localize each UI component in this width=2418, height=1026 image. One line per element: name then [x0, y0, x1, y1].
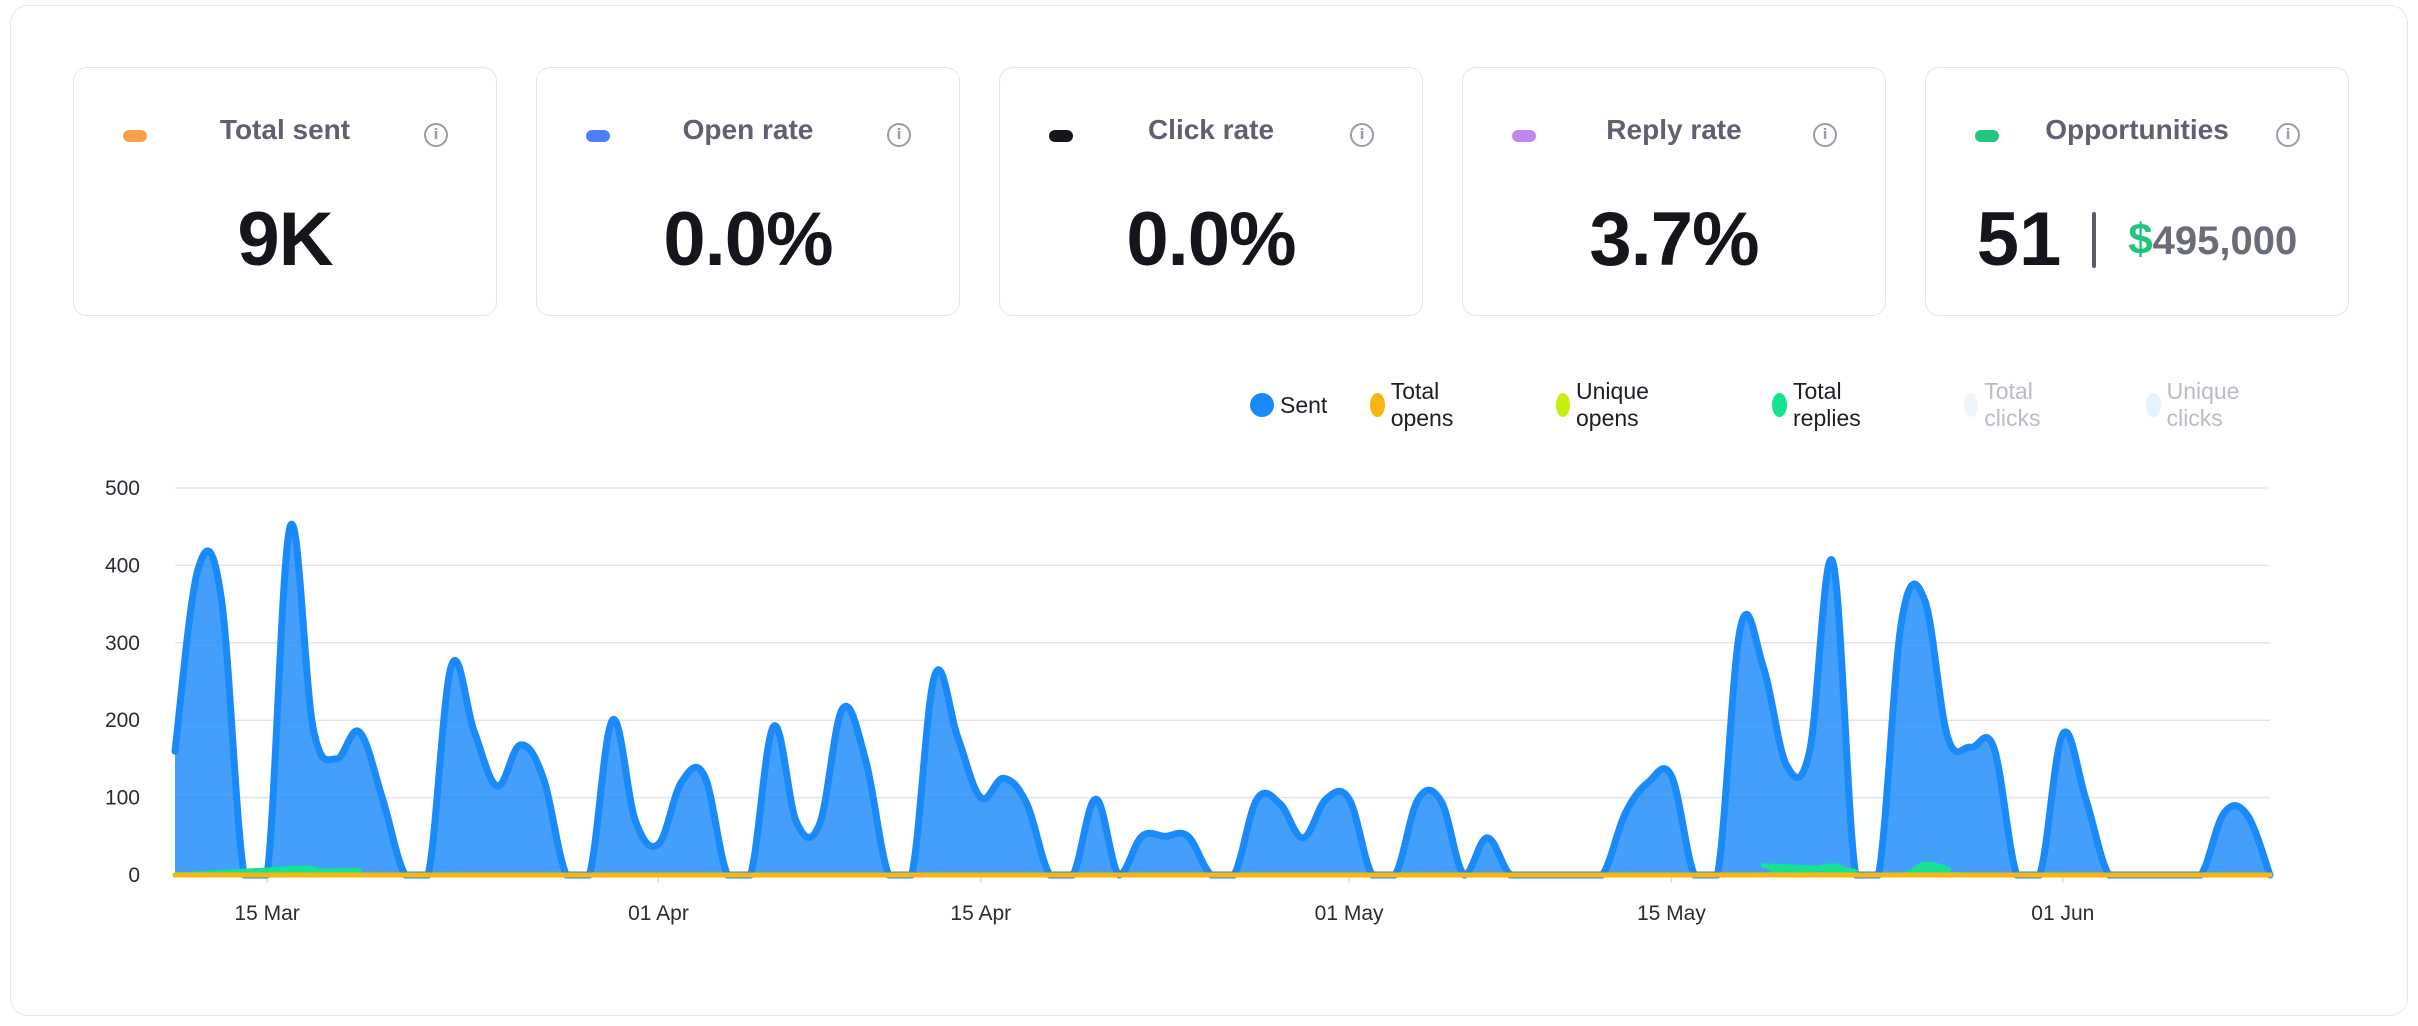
- card-value: 3.7%: [1589, 197, 1759, 282]
- x-tick-label: 01 May: [1315, 902, 1384, 925]
- legend-item-unique-opens[interactable]: Unique opens: [1556, 378, 1659, 431]
- info-icon[interactable]: i: [1813, 123, 1837, 147]
- card-value: 0.0%: [1126, 197, 1296, 282]
- y-tick-label: 200: [105, 709, 140, 732]
- x-tick-label: 15 May: [1637, 902, 1706, 925]
- info-icon[interactable]: i: [2276, 123, 2300, 147]
- opportunities-value: 51 $495,000: [1926, 196, 2348, 283]
- card-label: Open rate: [682, 114, 814, 145]
- card-opportunities: Opportunities i 51 $495,000: [1925, 67, 2349, 316]
- card-click-rate: Click rate i 0.0%: [999, 67, 1423, 316]
- reply-rate-color-dot: [1512, 130, 1536, 142]
- legend-item-total-replies[interactable]: Total replies: [1772, 378, 1870, 431]
- y-tick-label: 500: [105, 477, 140, 500]
- y-axis-labels: 0 100 200 300 400 500: [105, 477, 140, 887]
- card-label: Total sent: [219, 114, 351, 145]
- legend-label: Sent: [1280, 391, 1328, 418]
- legend-color-dot: [1250, 393, 1274, 417]
- x-tick-label: 15 Apr: [950, 902, 1011, 925]
- legend-label: Total clicks: [1984, 378, 2041, 431]
- card-label: Reply rate: [1606, 114, 1742, 145]
- opportunities-count: 51: [1976, 197, 2062, 282]
- divider: [2091, 211, 2096, 268]
- legend-label: Total replies: [1793, 378, 1861, 431]
- y-tick-label: 100: [105, 787, 140, 810]
- series-line-sent: [171, 520, 2274, 879]
- y-tick-label: 300: [105, 632, 140, 655]
- open-rate-color-dot: [586, 130, 610, 142]
- chart-series: [171, 520, 2274, 879]
- legend-item-unique-clicks[interactable]: Unique clicks: [2146, 378, 2249, 431]
- legend-label: Unique clicks: [2166, 378, 2240, 431]
- opportunities-color-dot: [1975, 130, 1999, 142]
- legend-color-dot: [2146, 393, 2161, 417]
- y-tick-label: 0: [128, 864, 140, 887]
- info-icon[interactable]: i: [424, 123, 448, 147]
- legend-color-dot: [1964, 393, 1979, 417]
- legend-item-total-clicks[interactable]: Total clicks: [1964, 378, 2050, 431]
- x-tick-label: 15 Mar: [234, 902, 299, 925]
- legend-label: Total opens: [1390, 378, 1454, 431]
- y-tick-label: 400: [105, 554, 140, 577]
- legend-color-dot: [1772, 393, 1787, 417]
- info-icon[interactable]: i: [887, 123, 911, 147]
- series-sent: [171, 520, 2274, 879]
- x-tick-label: 01 Apr: [628, 902, 689, 925]
- card-value: 0.0%: [663, 197, 833, 282]
- card-reply-rate: Reply rate i 3.7%: [1462, 67, 1886, 316]
- legend-item-sent[interactable]: Sent: [1250, 390, 1327, 420]
- opportunities-amount: $495,000: [2128, 215, 2298, 264]
- info-icon[interactable]: i: [1350, 123, 1374, 147]
- amount-value: 495,000: [2152, 218, 2298, 263]
- series-area-sent: [175, 524, 2270, 875]
- card-label: Opportunities: [2045, 114, 2229, 145]
- legend-item-total-opens[interactable]: Total opens: [1370, 378, 1463, 431]
- legend-label: Unique opens: [1576, 378, 1649, 431]
- total-sent-color-dot: [123, 130, 147, 142]
- currency-symbol: $: [2128, 214, 2153, 264]
- card-value: 9K: [237, 197, 333, 282]
- card-total-sent: Total sent i 9K: [73, 67, 497, 316]
- card-open-rate: Open rate i 0.0%: [536, 67, 960, 316]
- x-axis-labels: 15 Mar 01 Apr 15 Apr 01 May 15 May 01 Jun: [234, 875, 2094, 925]
- card-label: Click rate: [1147, 114, 1275, 145]
- legend-color-dot: [1370, 393, 1385, 417]
- x-tick-label: 01 Jun: [2031, 902, 2094, 925]
- legend-color-dot: [1556, 393, 1571, 417]
- click-rate-color-dot: [1049, 130, 1073, 142]
